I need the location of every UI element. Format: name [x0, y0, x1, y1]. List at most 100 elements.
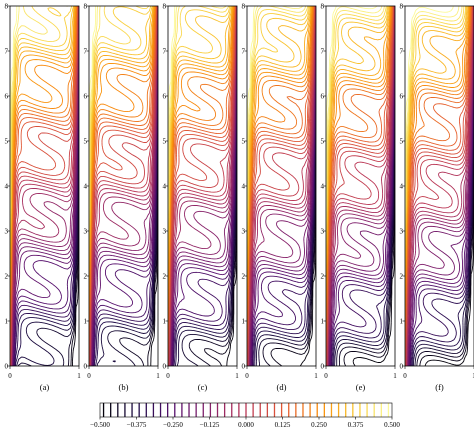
y-tick-label: 4 [400, 183, 404, 191]
x-tick-label: 1 [472, 372, 474, 380]
contour-level-35 [89, 6, 153, 260]
y-tick-label: 1 [321, 318, 325, 326]
x-tick-label: 1 [235, 372, 239, 380]
panel-label: (b) [119, 382, 129, 392]
colorbar-tick-label: −0.500 [90, 421, 110, 429]
contour-lines [326, 6, 395, 366]
y-tick-label: 7 [84, 48, 88, 56]
y-tick-label: 4 [84, 183, 88, 191]
colorbar-tick-label: 0.125 [275, 421, 291, 429]
y-tick-label: 0 [5, 363, 9, 371]
colorbar-tick-label: 0.500 [384, 421, 400, 429]
panel-d: 0 1 0 1 2 3 4 5 6 7 8 (d) [242, 3, 319, 393]
y-tick-label: 1 [84, 318, 88, 326]
y-tick-label: 8 [400, 3, 404, 11]
y-tick-label: 3 [163, 228, 167, 236]
y-tick-label: 2 [400, 273, 404, 281]
y-tick-label: 5 [5, 138, 9, 146]
contour-level-12 [11, 44, 79, 366]
x-tick-label: 0 [8, 372, 12, 380]
y-tick-label: 5 [400, 138, 404, 146]
contour-lines [89, 6, 158, 366]
y-tick-label: 3 [400, 228, 404, 236]
y-tick-label: 8 [84, 3, 88, 11]
contour-level-20 [10, 6, 79, 366]
colorbar-tick-label: 0.375 [348, 421, 364, 429]
y-tick-label: 4 [242, 183, 246, 191]
y-tick-label: 7 [400, 48, 404, 56]
y-tick-label: 2 [5, 273, 9, 281]
x-tick-label: 1 [393, 372, 397, 380]
colorbar-tick-label: 0.250 [311, 421, 327, 429]
contour-level-8 [330, 83, 395, 366]
y-tick-label: 8 [5, 3, 9, 11]
contour-lines [405, 6, 474, 366]
panel-label: (f) [435, 382, 444, 392]
colorbar-tick-label: −0.375 [127, 421, 147, 429]
contour-lines [168, 6, 237, 366]
contour-level-27 [247, 6, 314, 338]
y-tick-label: 3 [5, 228, 9, 236]
y-tick-label: 3 [321, 228, 325, 236]
panel-label: (e) [356, 382, 366, 392]
y-tick-label: 8 [321, 3, 325, 11]
y-tick-label: 8 [163, 3, 167, 11]
x-tick-label: 0 [245, 372, 249, 380]
y-tick-label: 7 [321, 48, 325, 56]
x-tick-label: 1 [314, 372, 318, 380]
contour-level-32 [168, 6, 234, 289]
y-tick-label: 5 [242, 138, 246, 146]
y-tick-label: 0 [321, 363, 325, 371]
y-tick-label: 1 [5, 318, 9, 326]
y-tick-label: 4 [5, 183, 9, 191]
colorbar: −0.500 −0.375 −0.250 −0.125 0.000 0.125 0.250 0… [90, 402, 400, 429]
y-tick-label: 6 [163, 93, 167, 101]
contour-level-9 [171, 73, 237, 366]
contour-level-10 [12, 63, 79, 366]
y-tick-label: 3 [242, 228, 246, 236]
y-tick-label: 6 [84, 93, 88, 101]
x-tick-label: 0 [324, 372, 328, 380]
panel-f: 0 1 0 1 2 3 4 5 6 7 8 (f) [400, 3, 474, 392]
y-tick-label: 1 [163, 318, 167, 326]
contour-level-3 [17, 131, 79, 366]
colorbar-tick-label: 0.000 [238, 421, 254, 429]
y-tick-label: 4 [321, 183, 325, 191]
y-tick-label: 1 [242, 318, 246, 326]
y-tick-label: 7 [5, 48, 9, 56]
x-tick-label: 0 [403, 372, 407, 380]
y-tick-label: 1 [400, 318, 404, 326]
x-tick-label: 0 [87, 372, 91, 380]
y-tick-label: 6 [5, 93, 9, 101]
panel-label: (c) [198, 382, 208, 392]
y-tick-label: 0 [163, 363, 167, 371]
x-tick-label: 1 [77, 372, 81, 380]
contour-level-23 [326, 6, 394, 366]
y-tick-label: 6 [242, 93, 246, 101]
colorbar-tick-label: −0.125 [200, 421, 220, 429]
panel-a: 0 1 0 1 2 3 4 5 6 7 8 (a) [5, 3, 82, 393]
panel-e: 0 1 0 1 2 3 4 5 6 7 8 (e) [321, 3, 398, 393]
y-tick-label: 6 [400, 93, 404, 101]
y-tick-label: 0 [84, 363, 88, 371]
y-tick-label: 2 [163, 273, 167, 281]
x-tick-label: 0 [166, 372, 170, 380]
contour-lines [247, 6, 316, 366]
panel-label: (d) [277, 382, 287, 392]
y-tick-label: 6 [321, 93, 325, 101]
y-tick-label: 0 [242, 363, 246, 371]
y-tick-label: 5 [163, 138, 167, 146]
colorbar-tick-label: −0.250 [163, 421, 183, 429]
y-tick-label: 5 [321, 138, 325, 146]
y-tick-label: 7 [163, 48, 167, 56]
y-tick-label: 2 [242, 273, 246, 281]
y-tick-label: 7 [242, 48, 246, 56]
y-tick-label: 2 [84, 273, 88, 281]
panel-c: 0 1 0 1 2 3 4 5 6 7 8 (c) [163, 3, 240, 393]
contour-level-26 [89, 6, 157, 348]
y-tick-label: 2 [321, 273, 325, 281]
y-tick-label: 0 [400, 363, 404, 371]
y-tick-label: 4 [163, 183, 167, 191]
